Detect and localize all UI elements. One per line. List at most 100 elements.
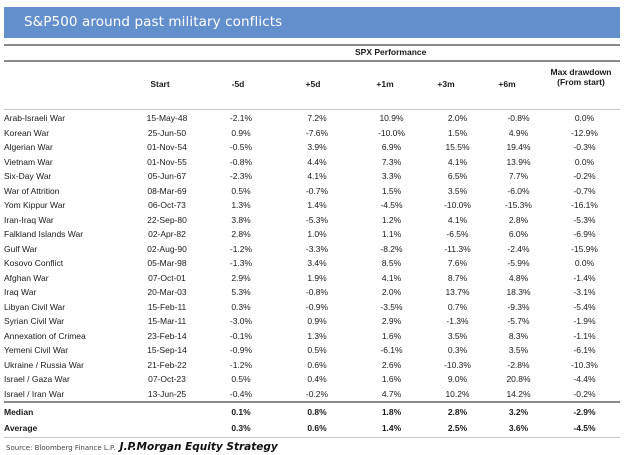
- perf-plus-6m-cell: -15.3%: [505, 200, 532, 211]
- conflict-name-cell: Iraq War: [4, 287, 37, 298]
- perf-minus-5d-cell: -3.0%: [229, 316, 253, 327]
- max-drawdown-cell: -0.2%: [573, 171, 596, 182]
- perf-plus-3m-cell: -10.0%: [444, 200, 471, 211]
- conflict-name-cell: Falkland Islands War: [4, 229, 84, 240]
- max-drawdown-cell: -1.9%: [573, 316, 596, 327]
- start-date-cell: 08-Mar-69: [147, 185, 187, 196]
- start-date-cell: 01-Nov-54: [147, 142, 187, 153]
- max-drawdown-cell: -6.9%: [573, 229, 596, 240]
- perf-plus-1m-cell: -10.0%: [378, 127, 405, 138]
- perf-plus-6m-cell: -9.3%: [507, 301, 530, 312]
- perf-plus-1m-cell: 1.8%: [381, 407, 402, 417]
- perf-plus-6m-cell: 3.5%: [508, 345, 529, 356]
- max-drawdown-cell: -15.9%: [571, 243, 598, 254]
- perf-plus-5d-cell: -3.3%: [305, 243, 329, 254]
- max-drawdown-cell: -6.1%: [573, 345, 596, 356]
- perf-plus-5d-cell: 0.5%: [307, 345, 327, 356]
- perf-minus-5d-cell: 0.5%: [231, 374, 251, 385]
- perf-plus-3m-cell: 3.5%: [447, 330, 468, 341]
- column-header-minus-5d: -5d: [231, 79, 245, 89]
- start-date-cell: 02-Apr-82: [148, 229, 186, 240]
- table-row: Iraq War 20-Mar-03 5.3% -0.8% 2.0% 13.7% 18.3%…: [4, 285, 620, 300]
- perf-plus-6m-cell: 14.2%: [506, 388, 531, 399]
- perf-plus-5d-cell: 1.0%: [307, 229, 327, 240]
- perf-plus-3m-cell: -10.3%: [444, 359, 471, 370]
- perf-plus-5d-cell: 3.4%: [307, 258, 327, 269]
- perf-plus-3m-cell: 4.1%: [447, 156, 468, 167]
- start-date-cell: 23-Feb-14: [147, 330, 187, 341]
- perf-minus-5d-cell: -1.3%: [229, 258, 253, 269]
- perf-plus-6m-cell: -5.9%: [507, 258, 530, 269]
- perf-plus-3m-cell: 0.7%: [447, 301, 468, 312]
- table-row: Korean War 25-Jun-50 0.9% -7.6% -10.0% 1.5% 4.…: [4, 126, 620, 141]
- conflict-name-cell: Ukraine / Russia War: [4, 359, 84, 370]
- max-drawdown-cell: -1.1%: [573, 330, 596, 341]
- max-drawdown-cell: -4.4%: [573, 374, 596, 385]
- summary-row: Median 0.1% 0.8% 1.8% 2.8% 3.2% -2.9%: [4, 404, 620, 420]
- conflict-name-cell: Israel / Gaza War: [4, 374, 70, 385]
- chart-title: S&P500 around past military conflicts: [24, 14, 283, 30]
- perf-plus-1m-cell: 1.6%: [381, 374, 402, 385]
- perf-plus-5d-cell: 0.9%: [307, 316, 327, 327]
- conflict-name-cell: War of Attrition: [4, 185, 60, 196]
- start-date-cell: 15-Sep-14: [147, 345, 187, 356]
- perf-plus-3m-cell: 4.1%: [447, 214, 468, 225]
- max-drawdown-cell: -5.3%: [573, 214, 596, 225]
- table-row: Yemeni Civil War 15-Sep-14 -0.9% 0.5% -6.1% 0…: [4, 343, 620, 358]
- max-drawdown-cell: -2.9%: [573, 407, 596, 417]
- perf-plus-5d-cell: 4.1%: [307, 171, 327, 182]
- perf-plus-6m-cell: 6.0%: [508, 229, 529, 240]
- perf-plus-5d-cell: 0.4%: [307, 374, 327, 385]
- max-drawdown-cell: 0.0%: [574, 113, 595, 124]
- perf-minus-5d-cell: -0.8%: [229, 156, 253, 167]
- perf-minus-5d-cell: 2.9%: [231, 272, 251, 283]
- perf-plus-1m-cell: -4.5%: [380, 200, 403, 211]
- perf-plus-5d-cell: -5.3%: [305, 214, 329, 225]
- perf-plus-5d-cell: 0.8%: [307, 407, 327, 417]
- perf-plus-6m-cell: -2.4%: [507, 243, 530, 254]
- start-date-cell: 21-Feb-22: [147, 359, 187, 370]
- column-header-start: Start: [150, 79, 170, 89]
- perf-plus-3m-cell: 13.7%: [445, 287, 470, 298]
- start-date-cell: 07-Oct-23: [148, 374, 186, 385]
- table-row: Falkland Islands War 02-Apr-82 2.8% 1.0% 1.1…: [4, 227, 620, 242]
- brand-text: J.P.Morgan Equity Strategy: [119, 441, 278, 453]
- start-date-cell: 15-Feb-11: [147, 301, 187, 312]
- conflict-name-cell: Korean War: [4, 127, 50, 138]
- perf-plus-1m-cell: 1.6%: [381, 330, 402, 341]
- perf-minus-5d-cell: 3.8%: [231, 214, 251, 225]
- conflict-name-cell: Kosovo Conflict: [4, 258, 64, 269]
- perf-plus-1m-cell: 7.3%: [381, 156, 402, 167]
- perf-plus-1m-cell: 1.2%: [381, 214, 402, 225]
- perf-plus-3m-cell: 15.5%: [445, 142, 470, 153]
- perf-plus-5d-cell: -0.2%: [305, 388, 329, 399]
- conflict-name-cell: Afghan War: [4, 272, 49, 283]
- perf-minus-5d-cell: -0.1%: [229, 330, 253, 341]
- table-row: Six-Day War 05-Jun-67 -2.3% 4.1% 3.3% 6.5% 7.7…: [4, 169, 620, 184]
- perf-plus-1m-cell: 10.9%: [379, 113, 404, 124]
- start-date-cell: 01-Nov-55: [147, 156, 187, 167]
- perf-plus-1m-cell: 6.9%: [381, 142, 402, 153]
- summary-rule: [4, 401, 620, 403]
- table-row: Iran-Iraq War 22-Sep-80 3.8% -5.3% 1.2% 4.1% 2…: [4, 213, 620, 228]
- group-header-spx-performance: SPX Performance: [355, 47, 427, 57]
- start-date-cell: 15-Mar-11: [147, 316, 187, 327]
- conflict-name-cell: Annexation of Crimea: [4, 330, 86, 341]
- perf-plus-6m-cell: 4.9%: [508, 127, 529, 138]
- perf-plus-6m-cell: 3.6%: [508, 423, 529, 433]
- summary-table: Median 0.1% 0.8% 1.8% 2.8% 3.2% -2.9% Average 0.…: [4, 404, 620, 436]
- max-drawdown-cell: -3.1%: [573, 287, 596, 298]
- perf-plus-5d-cell: -0.9%: [305, 301, 329, 312]
- table-row: Gulf War 02-Aug-90 -1.2% -3.3% -8.2% -11.3% -2…: [4, 242, 620, 257]
- conflict-name-cell: Six-Day War: [4, 171, 52, 182]
- start-date-cell: 02-Aug-90: [147, 243, 187, 254]
- table-row: Vietnam War 01-Nov-55 -0.8% 4.4% 7.3% 4.1% 13.…: [4, 155, 620, 170]
- perf-plus-6m-cell: 8.3%: [508, 330, 529, 341]
- conflict-name-cell: Yemeni Civil War: [4, 345, 69, 356]
- max-drawdown-cell: 0.0%: [574, 156, 595, 167]
- start-date-cell: 05-Jun-67: [147, 171, 187, 182]
- conflict-name-cell: Arab-Israeli War: [4, 113, 66, 124]
- start-date-cell: 25-Jun-50: [147, 127, 187, 138]
- perf-plus-1m-cell: 1.4%: [381, 423, 402, 433]
- conflict-name-cell: Iran-Iraq War: [4, 214, 54, 225]
